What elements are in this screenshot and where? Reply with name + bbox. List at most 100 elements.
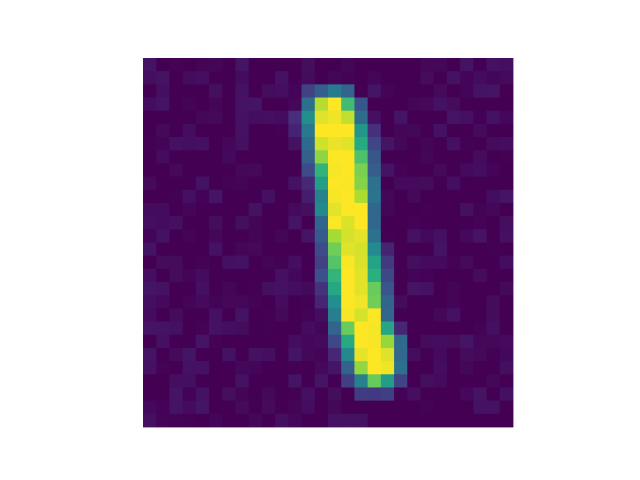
heatmap-cell — [446, 71, 461, 85]
heatmap-cell — [341, 229, 355, 243]
heatmap-cell — [420, 400, 435, 415]
heatmap-cell — [169, 189, 184, 204]
heatmap-cell — [420, 255, 435, 270]
heatmap-cell — [341, 176, 355, 191]
heatmap-cell — [261, 163, 276, 178]
heatmap-cell — [394, 216, 408, 230]
heatmap-cell — [182, 150, 197, 164]
heatmap-cell — [367, 282, 382, 296]
heatmap-cell — [380, 400, 395, 415]
heatmap-cell — [288, 58, 302, 72]
heatmap-cell — [156, 202, 170, 217]
heatmap-cell — [275, 295, 289, 309]
heatmap-cell — [499, 58, 514, 72]
heatmap-cell — [473, 229, 487, 243]
heatmap-cell — [380, 71, 395, 85]
heatmap-cell — [460, 202, 474, 217]
heatmap-cell — [394, 295, 408, 309]
heatmap-cell — [473, 268, 487, 283]
heatmap-cell — [248, 216, 263, 230]
heatmap-cell — [169, 308, 184, 322]
heatmap-cell — [222, 282, 236, 296]
heatmap-cell — [169, 282, 184, 296]
heatmap-cell — [328, 413, 342, 428]
heatmap-cell — [328, 242, 342, 257]
heatmap-cell — [394, 282, 408, 296]
heatmap-cell — [156, 255, 170, 270]
heatmap-cell — [169, 387, 184, 402]
heatmap-cell — [367, 202, 382, 217]
heatmap-cell — [288, 321, 302, 336]
heatmap-cell — [460, 229, 474, 243]
heatmap-cell — [182, 347, 197, 362]
heatmap-cell — [486, 387, 501, 402]
heatmap-cell — [143, 97, 157, 112]
heatmap-cell — [275, 268, 289, 283]
heatmap-cell — [182, 282, 197, 296]
heatmap-cell — [473, 58, 487, 72]
heatmap-cell — [486, 413, 501, 428]
heatmap-cell — [499, 123, 514, 138]
heatmap-cell — [486, 150, 501, 164]
heatmap-cell — [341, 347, 355, 362]
heatmap-cell — [473, 150, 487, 164]
heatmap-cell — [182, 361, 197, 375]
heatmap-cell — [143, 255, 157, 270]
heatmap-cell — [156, 361, 170, 375]
heatmap-cell — [433, 150, 448, 164]
heatmap-cell — [367, 216, 382, 230]
heatmap-cell — [261, 189, 276, 204]
heatmap-cell — [354, 123, 369, 138]
heatmap-cell — [195, 361, 210, 375]
heatmap-cell — [354, 321, 369, 336]
heatmap-cell — [169, 58, 184, 72]
heatmap-cell — [235, 347, 250, 362]
heatmap-cell — [143, 308, 157, 322]
heatmap-cell — [301, 413, 316, 428]
heatmap-cell — [394, 163, 408, 178]
heatmap-cell — [380, 242, 395, 257]
heatmap-cell — [248, 123, 263, 138]
heatmap-cell — [209, 374, 223, 388]
heatmap-cell — [261, 58, 276, 72]
heatmap-cell — [235, 123, 250, 138]
heatmap-cell — [380, 176, 395, 191]
heatmap-cell — [301, 308, 316, 322]
heatmap-cell — [446, 334, 461, 349]
heatmap-cell — [261, 137, 276, 151]
heatmap-cell — [433, 255, 448, 270]
heatmap-cell — [314, 400, 329, 415]
heatmap-cell — [248, 282, 263, 296]
heatmap-cell — [394, 268, 408, 283]
heatmap-cell — [380, 229, 395, 243]
heatmap-cell — [288, 71, 302, 85]
heatmap-cell — [499, 176, 514, 191]
heatmap-cell — [314, 202, 329, 217]
heatmap-cell — [248, 58, 263, 72]
heatmap-cell — [446, 137, 461, 151]
heatmap-cell — [143, 295, 157, 309]
heatmap-cell — [407, 202, 421, 217]
heatmap-cell — [209, 189, 223, 204]
heatmap-cell — [446, 216, 461, 230]
heatmap-cell — [261, 71, 276, 85]
heatmap-cell — [486, 58, 501, 72]
heatmap-cell — [261, 176, 276, 191]
heatmap-cell — [275, 123, 289, 138]
heatmap-cell — [195, 400, 210, 415]
heatmap-cell — [248, 334, 263, 349]
heatmap-cell — [314, 295, 329, 309]
heatmap-cell — [261, 282, 276, 296]
heatmap-cell — [433, 268, 448, 283]
heatmap-cell — [460, 137, 474, 151]
heatmap-cell — [486, 321, 501, 336]
heatmap-cell — [394, 110, 408, 125]
heatmap-cell — [499, 150, 514, 164]
heatmap-cell — [248, 321, 263, 336]
heatmap-cell — [499, 413, 514, 428]
heatmap-cell — [367, 413, 382, 428]
heatmap-cell — [367, 308, 382, 322]
heatmap-cell — [235, 334, 250, 349]
heatmap-cell — [341, 268, 355, 283]
heatmap-cell — [328, 347, 342, 362]
